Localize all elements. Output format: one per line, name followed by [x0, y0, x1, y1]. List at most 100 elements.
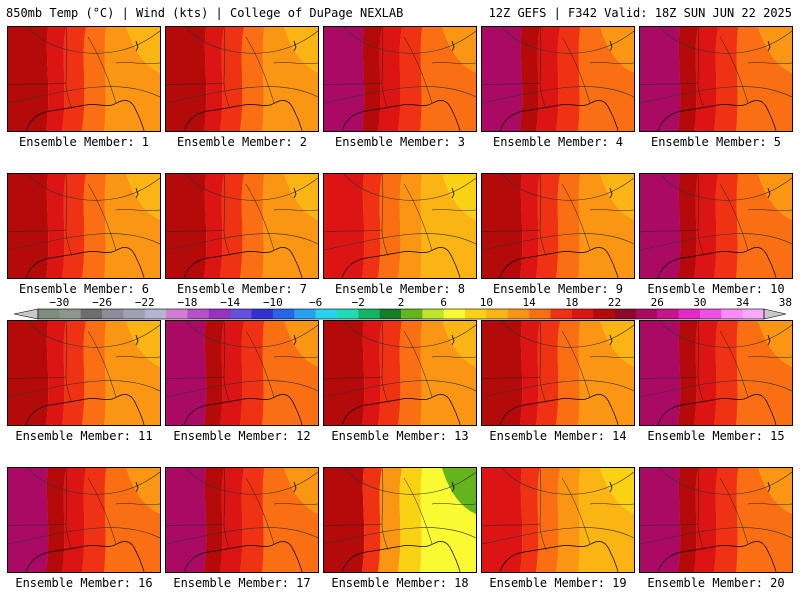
colorbar-tick-label: −2: [351, 296, 365, 309]
colorbar-swatch: [166, 309, 188, 319]
state-border: [747, 503, 792, 505]
temp-band: [8, 321, 49, 425]
state-border: [539, 321, 547, 404]
height-contour: [166, 527, 318, 545]
temp-band: [378, 174, 402, 278]
temp-band: [324, 468, 365, 572]
state-border: [245, 183, 275, 251]
height-contour: [501, 468, 634, 495]
state-border: [561, 183, 591, 251]
temp-band: [378, 468, 402, 572]
state-border: [273, 209, 318, 211]
coastline: [341, 541, 461, 572]
state-border: [561, 477, 591, 545]
state-border: [381, 468, 389, 551]
coastline: [657, 247, 777, 278]
height-contour: [482, 380, 634, 398]
temp-band: [240, 174, 264, 278]
colorbar-tick-label: −18: [177, 296, 198, 309]
height-contour: [27, 321, 160, 348]
ensemble-member-label: Ensemble Member: 18: [331, 576, 469, 590]
ensemble-member-label: Ensemble Member: 17: [173, 576, 311, 590]
temp-band: [398, 321, 422, 425]
state-border: [115, 209, 160, 211]
height-contour: [343, 468, 476, 495]
colorbar-swatch: [721, 309, 744, 319]
height-contour: [166, 233, 318, 251]
state-border: [697, 27, 705, 110]
temp-band: [220, 468, 244, 572]
temp-band: [8, 27, 49, 131]
temp-band: [220, 174, 244, 278]
lake-michigan-outline: [609, 481, 613, 493]
temp-band: [640, 27, 681, 131]
ensemble-member-label: Ensemble Member: 14: [489, 429, 627, 443]
height-contour: [27, 174, 160, 201]
temp-band: [284, 27, 318, 73]
temperature-field-map: [166, 321, 318, 425]
temp-band: [204, 468, 224, 572]
height-contour: [343, 174, 476, 201]
temp-band: [324, 174, 365, 278]
temp-band: [442, 468, 476, 514]
colorbar-swatch: [571, 309, 594, 319]
height-contour: [324, 86, 476, 104]
state-border: [166, 376, 225, 380]
state-border: [697, 174, 705, 257]
colorbar-tick-label: −30: [49, 296, 70, 309]
state-border: [245, 36, 275, 104]
height-contour: [501, 27, 634, 54]
height-contour: [166, 380, 318, 398]
height-contour: [324, 380, 476, 398]
temp-band: [600, 174, 634, 220]
temperature-field-map: [482, 27, 634, 131]
lake-michigan-outline: [767, 187, 771, 199]
colorbar-swatch: [144, 309, 167, 319]
temp-band: [62, 174, 86, 278]
ensemble-map-panel: [481, 26, 635, 132]
state-border: [719, 330, 749, 398]
temp-band: [62, 27, 86, 131]
temp-band: [556, 174, 580, 278]
ensemble-member-label: Ensemble Member: 15: [647, 429, 785, 443]
temp-band: [46, 174, 66, 278]
lake-michigan-outline: [609, 40, 613, 52]
height-contour: [501, 174, 634, 201]
lake-michigan-outline: [451, 187, 455, 199]
height-contour: [343, 27, 476, 54]
height-contour: [659, 174, 792, 201]
lake-michigan-outline: [767, 481, 771, 493]
colorbar-swatch: [123, 309, 146, 319]
state-border: [697, 468, 705, 551]
height-contour: [8, 380, 160, 398]
temperature-field-map: [8, 174, 160, 278]
temp-band: [600, 27, 634, 73]
ensemble-member-label: Ensemble Member: 11: [15, 429, 153, 443]
temp-band: [126, 321, 160, 367]
state-border: [166, 523, 225, 527]
ensemble-member-label: Ensemble Member: 5: [650, 135, 782, 149]
temperature-field-map: [640, 174, 792, 278]
temperature-field-map: [640, 27, 792, 131]
state-border: [115, 356, 160, 358]
state-border: [561, 36, 591, 104]
colorbar-tick-label: 2: [397, 296, 405, 309]
ensemble-member-label: Ensemble Member: 9: [492, 282, 624, 296]
height-contour: [640, 380, 792, 398]
state-border: [561, 330, 591, 398]
coastline: [499, 247, 619, 278]
colorbar-tick-label: 30: [693, 296, 707, 309]
temp-band: [640, 174, 681, 278]
colorbar-tick-label: 38: [778, 296, 792, 309]
ensemble-map-panel: [639, 173, 793, 279]
coastline: [657, 100, 777, 131]
temperature-field-map: [8, 468, 160, 572]
colorbar-swatch: [294, 309, 317, 319]
lake-michigan-outline: [609, 334, 613, 346]
coastline: [183, 100, 303, 131]
colorbar-swatch: [443, 309, 466, 319]
temp-band: [284, 321, 318, 367]
temp-band: [324, 27, 365, 131]
temp-band: [640, 468, 681, 572]
colorbar-swatch: [593, 309, 616, 319]
